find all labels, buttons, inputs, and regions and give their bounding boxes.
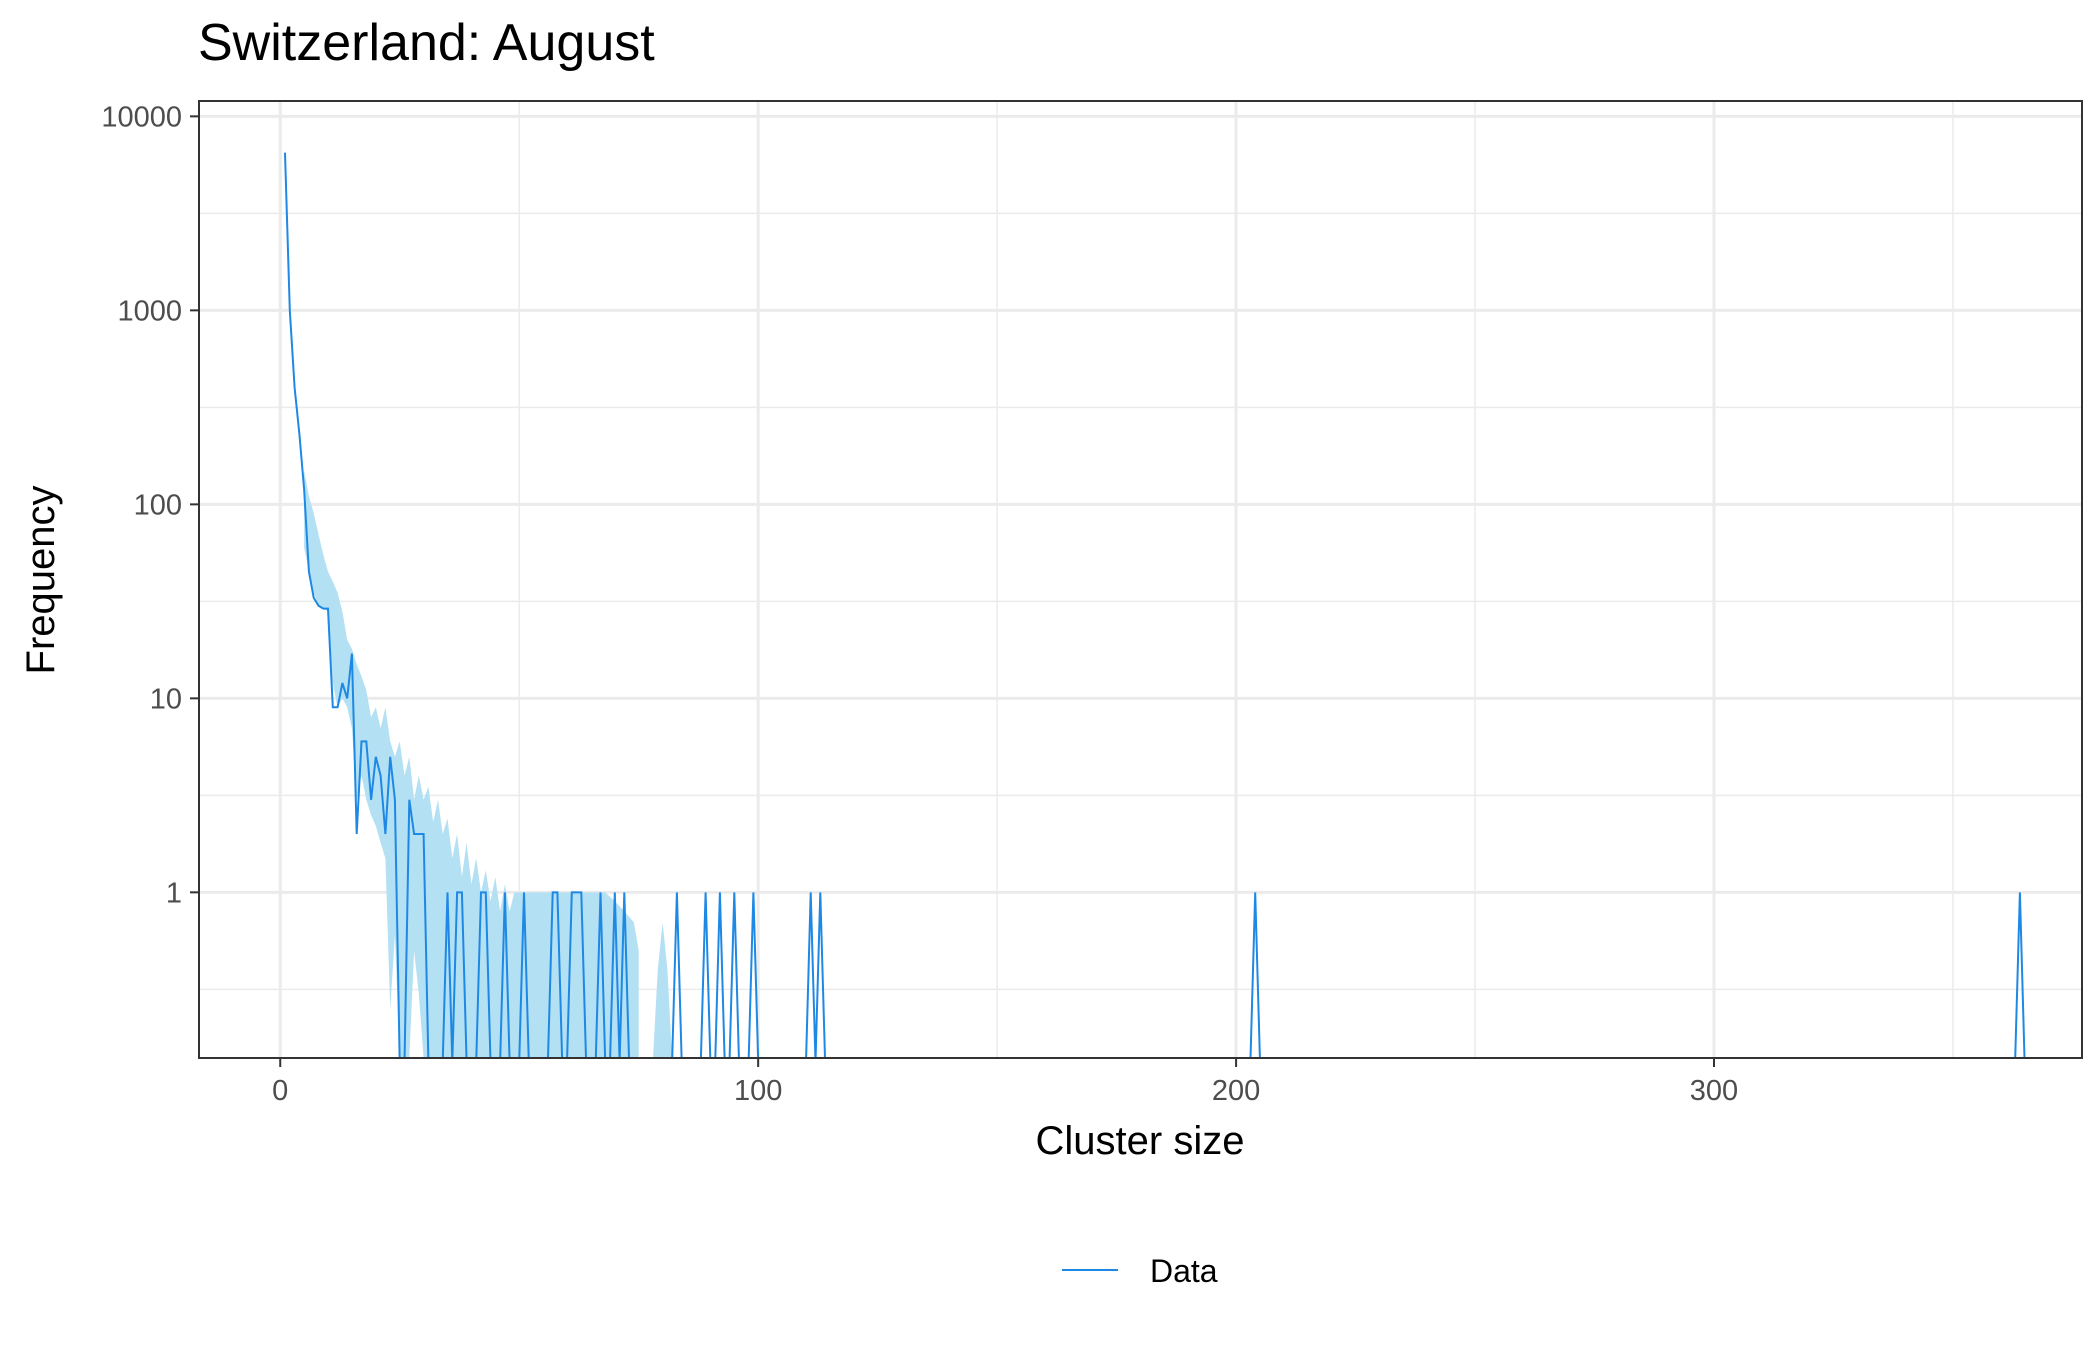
confidence-band — [304, 470, 673, 1058]
x-axis: 0 100 200 300 — [272, 1058, 1738, 1107]
grid-major — [199, 101, 2082, 1058]
chart-title: Switzerland: August — [198, 14, 655, 72]
plot-background — [199, 101, 2082, 1058]
legend-label: Data — [1150, 1253, 1218, 1289]
y-tick-label: 10 — [150, 683, 182, 715]
x-axis-title: Cluster size — [1036, 1119, 1245, 1163]
plot-frame — [198, 100, 2083, 1059]
band-area-fragment — [653, 922, 673, 1058]
x-tick-label: 200 — [1212, 1075, 1260, 1107]
band-area — [304, 470, 639, 1058]
data-line-layer — [284, 152, 2026, 1058]
x-tick-label: 100 — [734, 1075, 782, 1107]
legend: Data — [1062, 1253, 1218, 1289]
y-tick-label: 100 — [134, 489, 182, 521]
y-tick-label: 1 — [166, 877, 182, 909]
series-line-data — [284, 152, 2026, 1058]
grid-minor — [199, 101, 2082, 1058]
y-axis-title: Frequency — [19, 486, 63, 675]
x-tick-label: 300 — [1690, 1075, 1738, 1107]
y-tick-label: 10000 — [101, 101, 182, 133]
x-tick-label: 0 — [272, 1075, 288, 1107]
y-tick-label: 1000 — [117, 295, 182, 327]
y-axis: 1 10 100 1000 10000 — [101, 101, 199, 909]
